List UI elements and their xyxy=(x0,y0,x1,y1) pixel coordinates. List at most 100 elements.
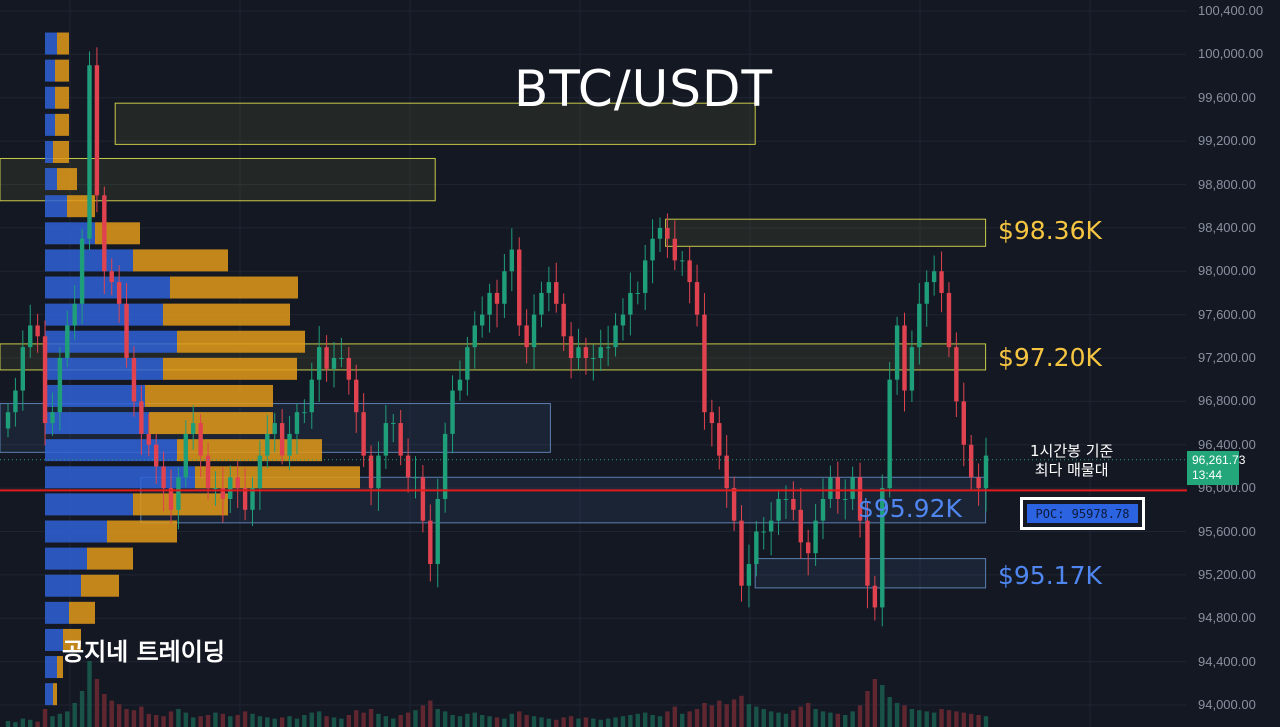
candle-body xyxy=(546,282,552,293)
candle-body xyxy=(479,314,485,326)
volume-bar xyxy=(694,709,700,727)
profile-bar-up xyxy=(45,195,67,218)
price-tick-label: 100,400.00 xyxy=(1198,3,1264,18)
candle-body xyxy=(768,520,774,532)
volume-bar xyxy=(924,711,929,727)
candle-body xyxy=(976,477,981,489)
volume-bar xyxy=(657,716,663,727)
volume-bar xyxy=(813,709,818,727)
volume-bar xyxy=(746,704,752,727)
candle-body xyxy=(35,325,40,337)
candle-body xyxy=(413,477,418,479)
candles xyxy=(5,47,989,627)
volume-bar xyxy=(316,711,322,727)
candle-body xyxy=(228,477,233,499)
volume-bar xyxy=(717,700,722,727)
profile-bar-down xyxy=(53,140,69,163)
candle-body xyxy=(213,488,218,490)
volume-bar xyxy=(761,709,766,727)
volume-bar xyxy=(731,699,737,727)
volume-bar xyxy=(865,691,870,727)
profile-bar-down xyxy=(163,303,290,326)
candle-body xyxy=(109,271,114,283)
candle-body xyxy=(791,498,796,510)
candle-body xyxy=(620,314,626,326)
candle-body xyxy=(20,347,26,391)
candle-body xyxy=(561,303,566,337)
candle-body xyxy=(472,325,477,348)
candle-body xyxy=(872,585,878,608)
volume-bar xyxy=(5,721,11,727)
volume-bar xyxy=(191,717,196,727)
volume-bar xyxy=(265,717,270,727)
volume-bar xyxy=(531,716,537,727)
watermark-text: 공지네 트레이딩 xyxy=(62,638,225,666)
candle-body xyxy=(50,412,55,424)
volume-bar xyxy=(554,719,559,727)
candle-body xyxy=(87,65,92,239)
volume-bar xyxy=(161,716,166,727)
volume-bar xyxy=(450,715,455,727)
volume-bar xyxy=(650,715,655,727)
candle-body xyxy=(502,271,507,304)
profile-bar-up xyxy=(45,412,149,435)
profile-bar-down xyxy=(149,412,273,435)
volume-bars xyxy=(5,661,989,727)
candle-body xyxy=(850,477,855,499)
volume-bar xyxy=(183,712,189,727)
volume-bar xyxy=(168,711,174,727)
volume-bar xyxy=(124,709,129,727)
candle-body xyxy=(79,238,85,304)
candle-body xyxy=(813,520,818,554)
volume-bar xyxy=(94,679,100,727)
price-tick-label: 99,600.00 xyxy=(1198,89,1256,105)
price-tick-label: 98,400.00 xyxy=(1198,219,1256,235)
candle-body xyxy=(420,477,426,521)
candle-body xyxy=(205,455,211,489)
profile-bar-down xyxy=(87,547,133,570)
price-tick-label: 99,200.00 xyxy=(1198,133,1256,149)
candle-body xyxy=(57,358,63,413)
profile-bar-down xyxy=(107,520,177,543)
volume-bar xyxy=(665,711,670,727)
volume-bar xyxy=(857,705,863,727)
profile-bar-up xyxy=(45,303,163,326)
candle-body xyxy=(835,477,841,499)
volume-bar xyxy=(57,713,63,727)
volume-bar xyxy=(205,715,211,727)
profile-bar-up xyxy=(45,384,145,407)
volume-bar xyxy=(976,715,981,727)
volume-bar xyxy=(487,716,492,727)
volume-bar xyxy=(880,685,885,727)
candle-body xyxy=(457,379,463,391)
profile-bar-up xyxy=(45,86,55,109)
candle-body xyxy=(309,379,314,413)
volume-bar xyxy=(354,710,359,727)
candle-body xyxy=(724,455,729,489)
candle-body xyxy=(465,347,470,380)
candle-body xyxy=(909,347,915,391)
candle-body xyxy=(183,433,189,478)
poc-annotation: 1시간봉 기준 최다 매물대 xyxy=(1030,442,1113,480)
level-label-95170: $95.17K xyxy=(998,561,1102,590)
profile-bar-down xyxy=(55,113,69,136)
current-price-badge: 96,261.73 13:44 xyxy=(1187,451,1245,485)
profile-bar-down xyxy=(57,32,69,55)
support-zone xyxy=(754,558,987,589)
profile-bar-up xyxy=(45,628,63,651)
candle-body xyxy=(398,423,403,456)
candle-body xyxy=(405,455,411,478)
candle-body xyxy=(680,260,685,262)
volume-bar xyxy=(250,713,255,727)
volume-bar xyxy=(894,703,900,727)
candle-body xyxy=(368,455,374,489)
volume-bar xyxy=(561,717,566,727)
volume-bar xyxy=(294,718,300,727)
volume-bar xyxy=(279,717,285,727)
volume-bar xyxy=(287,716,292,727)
volume-bar xyxy=(198,716,203,727)
profile-bar-up xyxy=(45,493,133,516)
volume-bar xyxy=(820,711,826,727)
